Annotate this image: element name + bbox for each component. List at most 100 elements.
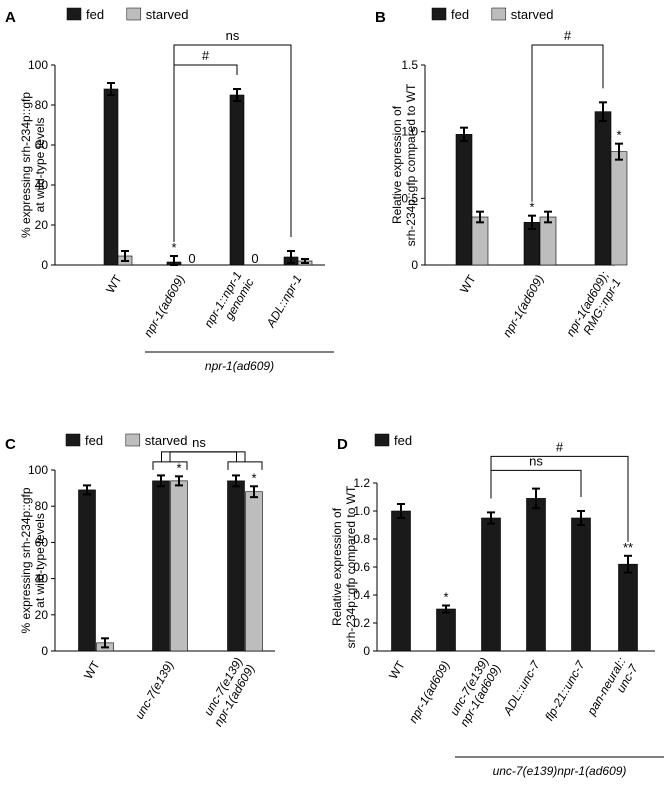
bar-starved-1 <box>539 216 557 266</box>
y-tick-label: 40 <box>35 572 49 586</box>
y-axis-label: % expressing srh-234p::gfpat wild-type l… <box>19 487 47 633</box>
comparison-bracket <box>161 451 237 462</box>
y-axis-label-line: at wild-type levels <box>33 513 47 608</box>
category-label-line: unc-7(e139) <box>132 659 176 722</box>
bar-fed-0 <box>391 510 411 652</box>
y-axis-label-line: % expressing srh-234p::gfp <box>19 92 33 238</box>
legend-label-fed: fed <box>451 7 469 22</box>
significance-marker: ** <box>623 540 633 555</box>
category-label: unc-7(e139)npr-1(ad609) <box>199 655 258 729</box>
comparison-bracket-pair <box>152 461 188 470</box>
category-label: ADL::unc-7 <box>500 657 543 718</box>
y-tick-label: 0 <box>411 258 418 272</box>
legend-label-starved: starved <box>511 7 554 22</box>
y-tick-label: 1.0 <box>401 125 418 139</box>
y-tick-label: 100 <box>28 463 48 477</box>
y-axis-label-line: Relative expression of <box>390 105 404 224</box>
significance-marker: * <box>529 200 534 215</box>
legend-swatch-fed <box>374 433 390 447</box>
significance-marker: * <box>616 128 621 143</box>
y-axis-label: % expressing srh-234p::gfpat wild-type l… <box>19 92 47 238</box>
legend-label-fed: fed <box>86 7 104 22</box>
category-label: ADL::npr-1 <box>263 273 305 331</box>
y-tick-label: 0.2 <box>353 616 370 630</box>
y-tick-label: 0.4 <box>353 588 370 602</box>
legend-label-fed: fed <box>394 433 412 448</box>
y-axis-label-line: Relative expression of <box>330 507 344 626</box>
zero-value-label: 0 <box>188 251 195 266</box>
category-label: WT <box>81 658 103 682</box>
y-axis-label: Relative expression ofsrh-234p::gfp comp… <box>390 83 418 246</box>
bar-fed-1 <box>436 608 456 652</box>
bar-fed-0 <box>78 489 96 652</box>
bar-fed-2 <box>229 94 245 266</box>
y-axis-label-line: srh-234p::gfp compared to WT <box>404 83 418 246</box>
legend-swatch-fed <box>65 433 81 447</box>
y-axis-label-line: at wild-type levels <box>33 118 47 213</box>
comparison-label: ns <box>529 453 543 468</box>
bar-starved-2 <box>245 491 263 652</box>
comparison-bracket <box>173 64 238 242</box>
bar-fed-2 <box>594 111 612 266</box>
legend-swatch-fed <box>66 7 82 21</box>
bar-fed-2 <box>227 480 245 652</box>
category-label: npr-1(ad609) <box>141 273 188 340</box>
y-tick-label: 60 <box>35 138 49 152</box>
y-tick-label: 0 <box>41 644 48 658</box>
legend-label-starved: starved <box>146 7 189 22</box>
comparison-label: # <box>202 48 210 63</box>
y-tick-label: 1.2 <box>353 476 370 490</box>
comparison-bracket <box>531 44 604 202</box>
y-tick-label: 1.0 <box>353 504 370 518</box>
group-label: unc-7(e139)npr-1(ad609) <box>493 764 627 778</box>
y-axis-label-line: % expressing srh-234p::gfp <box>19 487 33 633</box>
bar-fed-1 <box>152 480 170 652</box>
y-tick-label: 0 <box>363 644 370 658</box>
category-label: pan-neural::unc-7 <box>584 654 641 725</box>
category-label: npr-1(ad609);RMG::npr-1 <box>563 269 623 346</box>
y-tick-label: 60 <box>35 535 49 549</box>
category-label: unc-7(e139) <box>132 659 176 722</box>
category-label-line: WT <box>81 658 103 682</box>
bar-fed-3 <box>526 498 546 652</box>
y-tick-label: 0 <box>41 258 48 272</box>
category-label: unc-7(e139)npr-1(ad609) <box>445 655 504 729</box>
legend-label-starved: starved <box>145 433 188 448</box>
category-label: flp-21::unc-7 <box>542 657 588 723</box>
legend-swatch-starved <box>125 433 141 447</box>
category-label: WT <box>103 272 125 296</box>
bar-fed-5 <box>618 563 638 652</box>
bar-fed-0 <box>103 88 119 266</box>
comparison-label: # <box>556 439 564 454</box>
y-tick-label: 40 <box>35 178 49 192</box>
category-label-line: ADL::unc-7 <box>500 657 543 718</box>
zero-value-label: 0 <box>251 251 258 266</box>
significance-marker: * <box>251 470 256 485</box>
comparison-bracket <box>490 455 629 542</box>
bar-fed-2 <box>481 517 501 652</box>
y-tick-label: 80 <box>35 98 49 112</box>
category-label-line: WT <box>386 658 408 682</box>
category-label: npr-1::npr-1genomic <box>201 269 256 337</box>
category-label-line: npr-1(ad609) <box>500 273 547 340</box>
y-tick-label: 20 <box>35 608 49 622</box>
bar-fed-0 <box>455 134 473 266</box>
legend-swatch-starved <box>491 7 507 21</box>
comparison-label: ns <box>192 435 206 450</box>
category-label: WT <box>386 658 408 682</box>
significance-marker: * <box>443 590 448 605</box>
legend-swatch-starved <box>126 7 142 21</box>
group-label: npr-1(ad609) <box>205 359 274 373</box>
y-axis-label: Relative expression ofsrh-234p::gfp comp… <box>330 485 358 648</box>
category-label-line: WT <box>103 272 125 296</box>
category-label: npr-1(ad609) <box>500 273 547 340</box>
y-tick-label: 20 <box>35 218 49 232</box>
comparison-label: # <box>564 28 572 43</box>
y-tick-label: 0.6 <box>353 560 370 574</box>
comparison-bracket <box>490 469 582 499</box>
panel-label: B <box>375 9 386 26</box>
